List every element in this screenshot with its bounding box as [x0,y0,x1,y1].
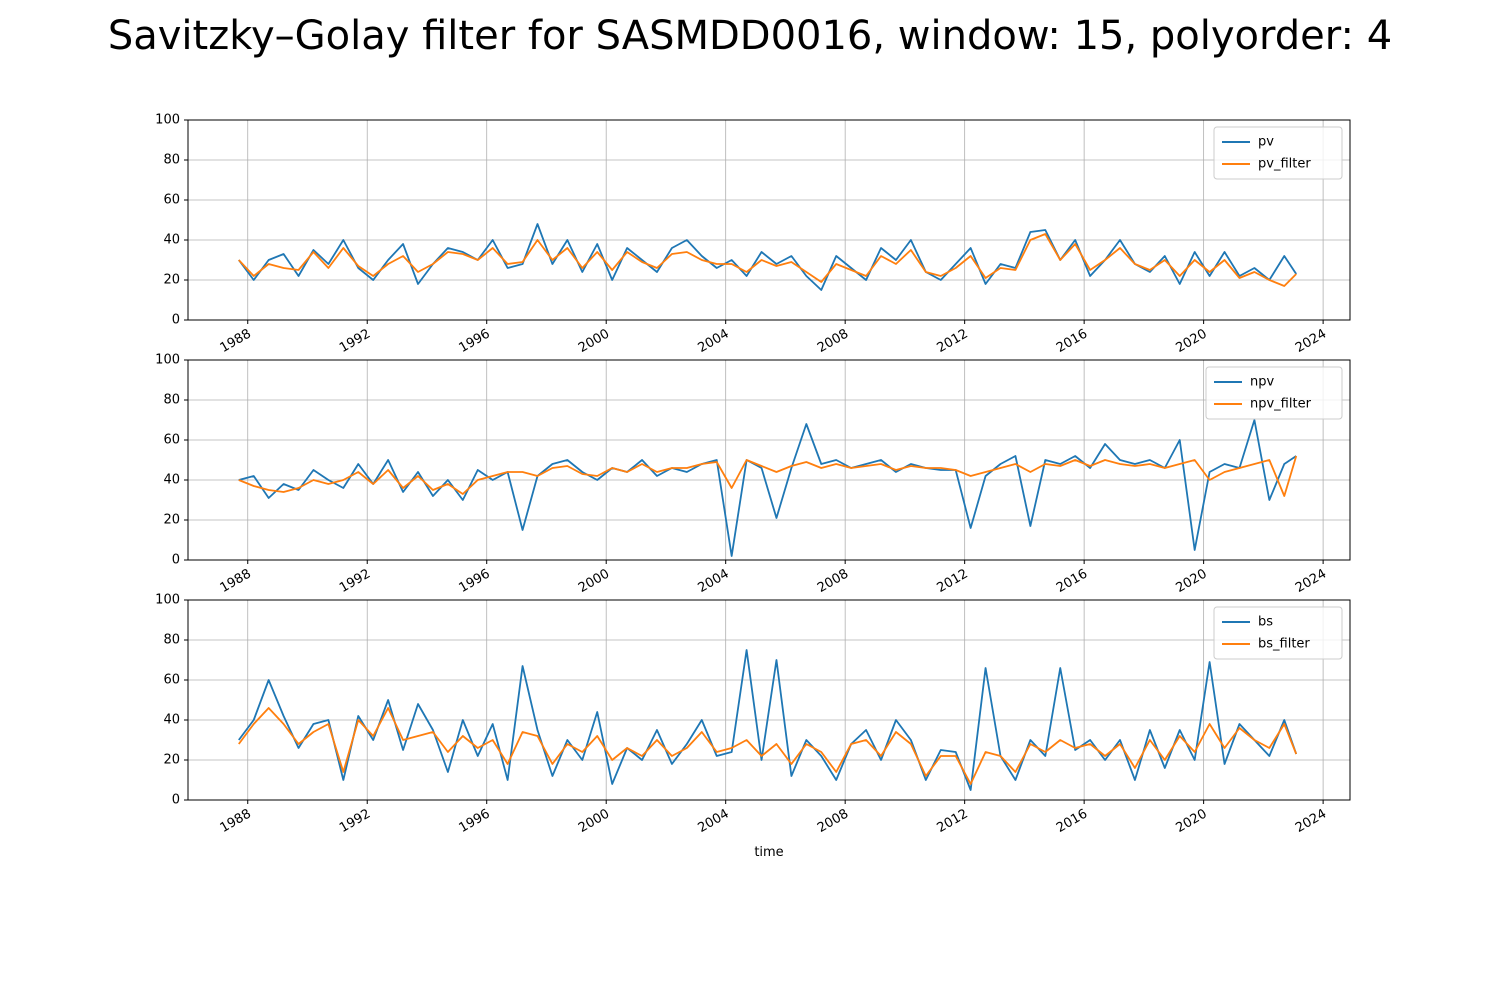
x-tick-label: 2008 [815,326,851,356]
x-tick-label: 1992 [337,326,373,356]
x-tick-label: 1988 [218,326,254,356]
legend-label: npv [1250,375,1274,390]
y-tick-label: 80 [163,393,180,408]
x-tick-label: 2016 [1054,806,1090,836]
x-tick-label: 1996 [457,326,493,356]
x-tick-label: 2000 [576,566,612,596]
x-tick-label: 2012 [934,326,970,356]
y-tick-label: 100 [155,593,180,608]
y-tick-label: 40 [163,713,180,728]
x-tick-label: 1988 [218,566,254,596]
subplot: 0 20 40 60 80 100 1988 1992 1996 2000 2004 2008 2012… [155,113,1351,356]
y-tick-label: 20 [163,513,180,528]
x-tick-label: 2000 [576,326,612,356]
y-tick-label: 60 [163,193,180,208]
y-tick-label: 80 [163,633,180,648]
series-line [238,233,1297,287]
x-tick-label: 2012 [934,566,970,596]
x-tick-label: 1996 [457,806,493,836]
axes-frame [187,119,1351,321]
y-tick-label: 20 [163,273,180,288]
x-tick-label: 1996 [457,566,493,596]
x-tick-label: 2008 [815,566,851,596]
x-tick-label: 2004 [696,566,732,596]
axes-frame [187,359,1351,561]
x-tick-label: 2020 [1173,566,1209,596]
axes-frame [187,599,1351,801]
y-tick-label: 60 [163,673,180,688]
figure-title: Savitzky–Golay filter for SASMDD0016, wi… [108,13,1392,59]
legend: bs bs_filter [1213,606,1343,660]
y-tick-label: 80 [163,153,180,168]
x-tick-label: 2024 [1293,806,1329,836]
x-tick-label: 2000 [576,806,612,836]
legend-box [1213,126,1343,180]
x-tick-label: 2020 [1173,806,1209,836]
x-tick-label: 2024 [1293,326,1329,356]
y-tick-label: 40 [163,233,180,248]
y-tick-label: 0 [172,553,180,568]
subplot: 0 20 40 60 80 100 1988 1992 1996 2000 2004 2008 2012… [155,593,1351,860]
legend-label: pv_filter [1258,157,1311,172]
legend: npv npv_filter [1205,366,1343,420]
legend-box [1205,366,1343,420]
series-line [238,223,1297,291]
series-line [238,707,1298,785]
x-tick-label: 1992 [337,566,373,596]
y-tick-label: 0 [172,793,180,808]
legend: pv pv_filter [1213,126,1343,180]
y-tick-label: 60 [163,433,180,448]
x-tick-label: 2012 [934,806,970,836]
x-axis-label: time [754,845,783,860]
x-tick-label: 2024 [1293,566,1329,596]
series-line [238,419,1297,557]
series-line [238,455,1298,497]
legend-label: bs_filter [1258,637,1310,652]
subplot: 0 20 40 60 80 100 1988 1992 1996 2000 2004 2008 2012… [155,353,1351,596]
x-tick-label: 2004 [696,326,732,356]
x-tick-label: 1992 [337,806,373,836]
legend-label: bs [1258,615,1273,630]
x-tick-label: 2016 [1054,326,1090,356]
x-tick-label: 2004 [696,806,732,836]
legend-label: npv_filter [1250,397,1312,412]
x-tick-label: 1988 [218,806,254,836]
y-tick-label: 40 [163,473,180,488]
legend-box [1213,606,1343,660]
y-tick-label: 100 [155,353,180,368]
y-tick-label: 100 [155,113,180,128]
x-tick-label: 2008 [815,806,851,836]
y-tick-label: 0 [172,313,180,328]
x-tick-label: 2020 [1173,326,1209,356]
y-tick-label: 20 [163,753,180,768]
x-tick-label: 2016 [1054,566,1090,596]
legend-label: pv [1258,135,1274,150]
